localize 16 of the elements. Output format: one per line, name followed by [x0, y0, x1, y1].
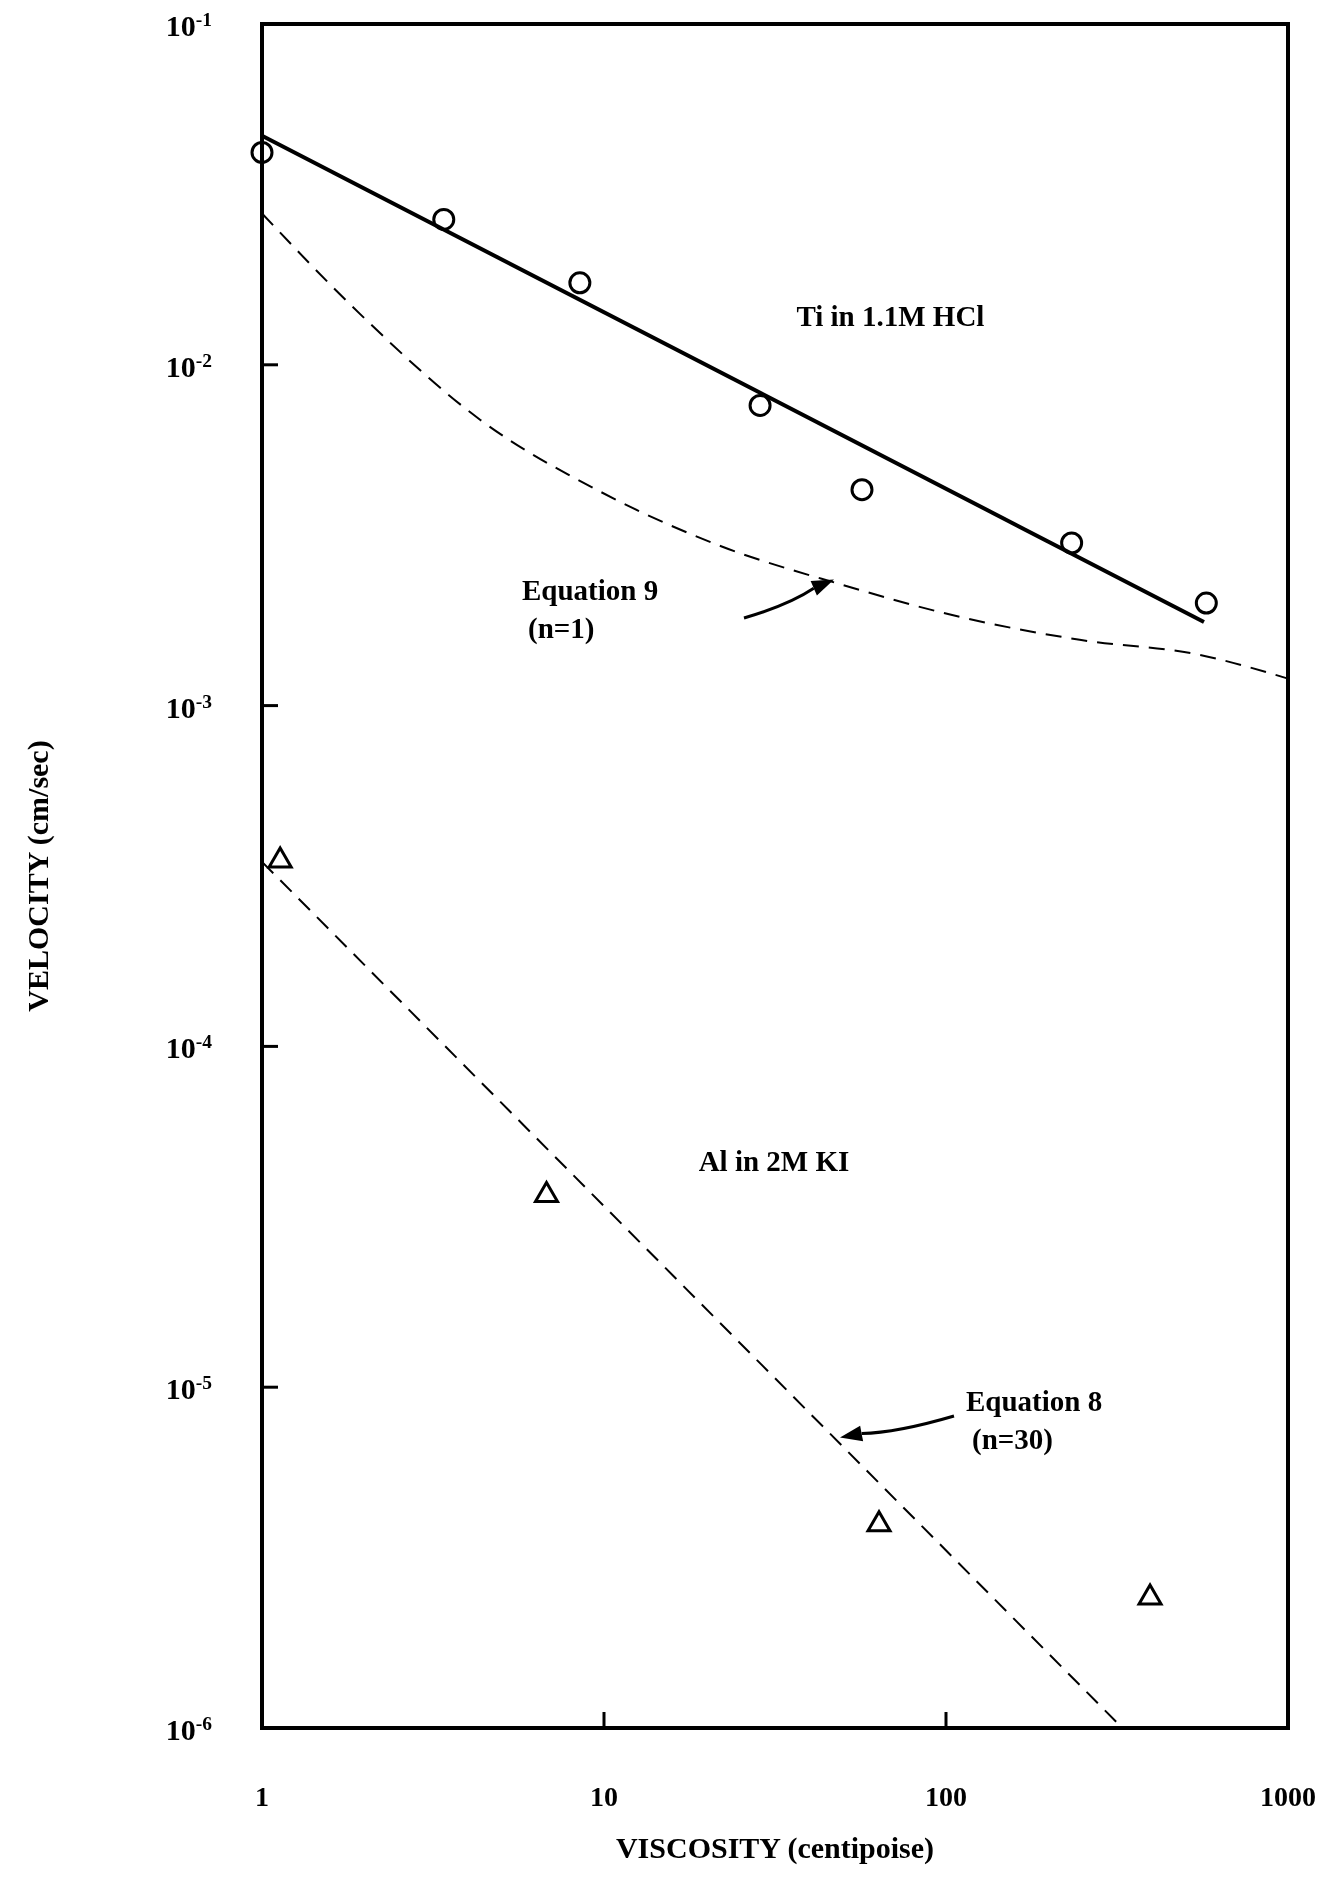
- y-tick-label: 10$^{-2}$: [165, 349, 212, 383]
- y-tick-label: 10$^{-3}$: [165, 690, 213, 724]
- x-tick-label: 100: [925, 1781, 967, 1812]
- annotation: Equation 8 (n=30): [966, 1385, 1103, 1457]
- y-tick-label: 10$^{-6}$: [165, 1712, 213, 1746]
- x-tick-label: 1: [255, 1781, 269, 1812]
- annotation: Ti in 1.1M HCl: [796, 300, 985, 333]
- annotation: Equation 9 (n=1): [522, 574, 659, 645]
- y-tick-label: 10$^{-4}$: [165, 1030, 213, 1065]
- y-axis-title: VELOCITY (cm/sec): [21, 740, 55, 1012]
- y-tick-label: 10$^{-1}$: [165, 8, 212, 42]
- x-axis-title: VISCOSITY (centipoise): [615, 1831, 935, 1865]
- x-tick-label: 10: [590, 1781, 618, 1812]
- y-tick-label: 10$^{-5}$: [165, 1371, 213, 1406]
- x-tick-label: 1000: [1260, 1781, 1316, 1812]
- annotation: Al in 2M KI: [698, 1145, 850, 1178]
